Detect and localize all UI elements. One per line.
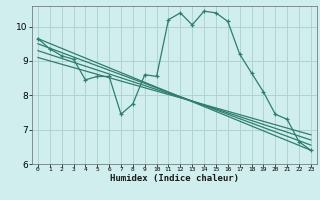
X-axis label: Humidex (Indice chaleur): Humidex (Indice chaleur) <box>110 174 239 183</box>
